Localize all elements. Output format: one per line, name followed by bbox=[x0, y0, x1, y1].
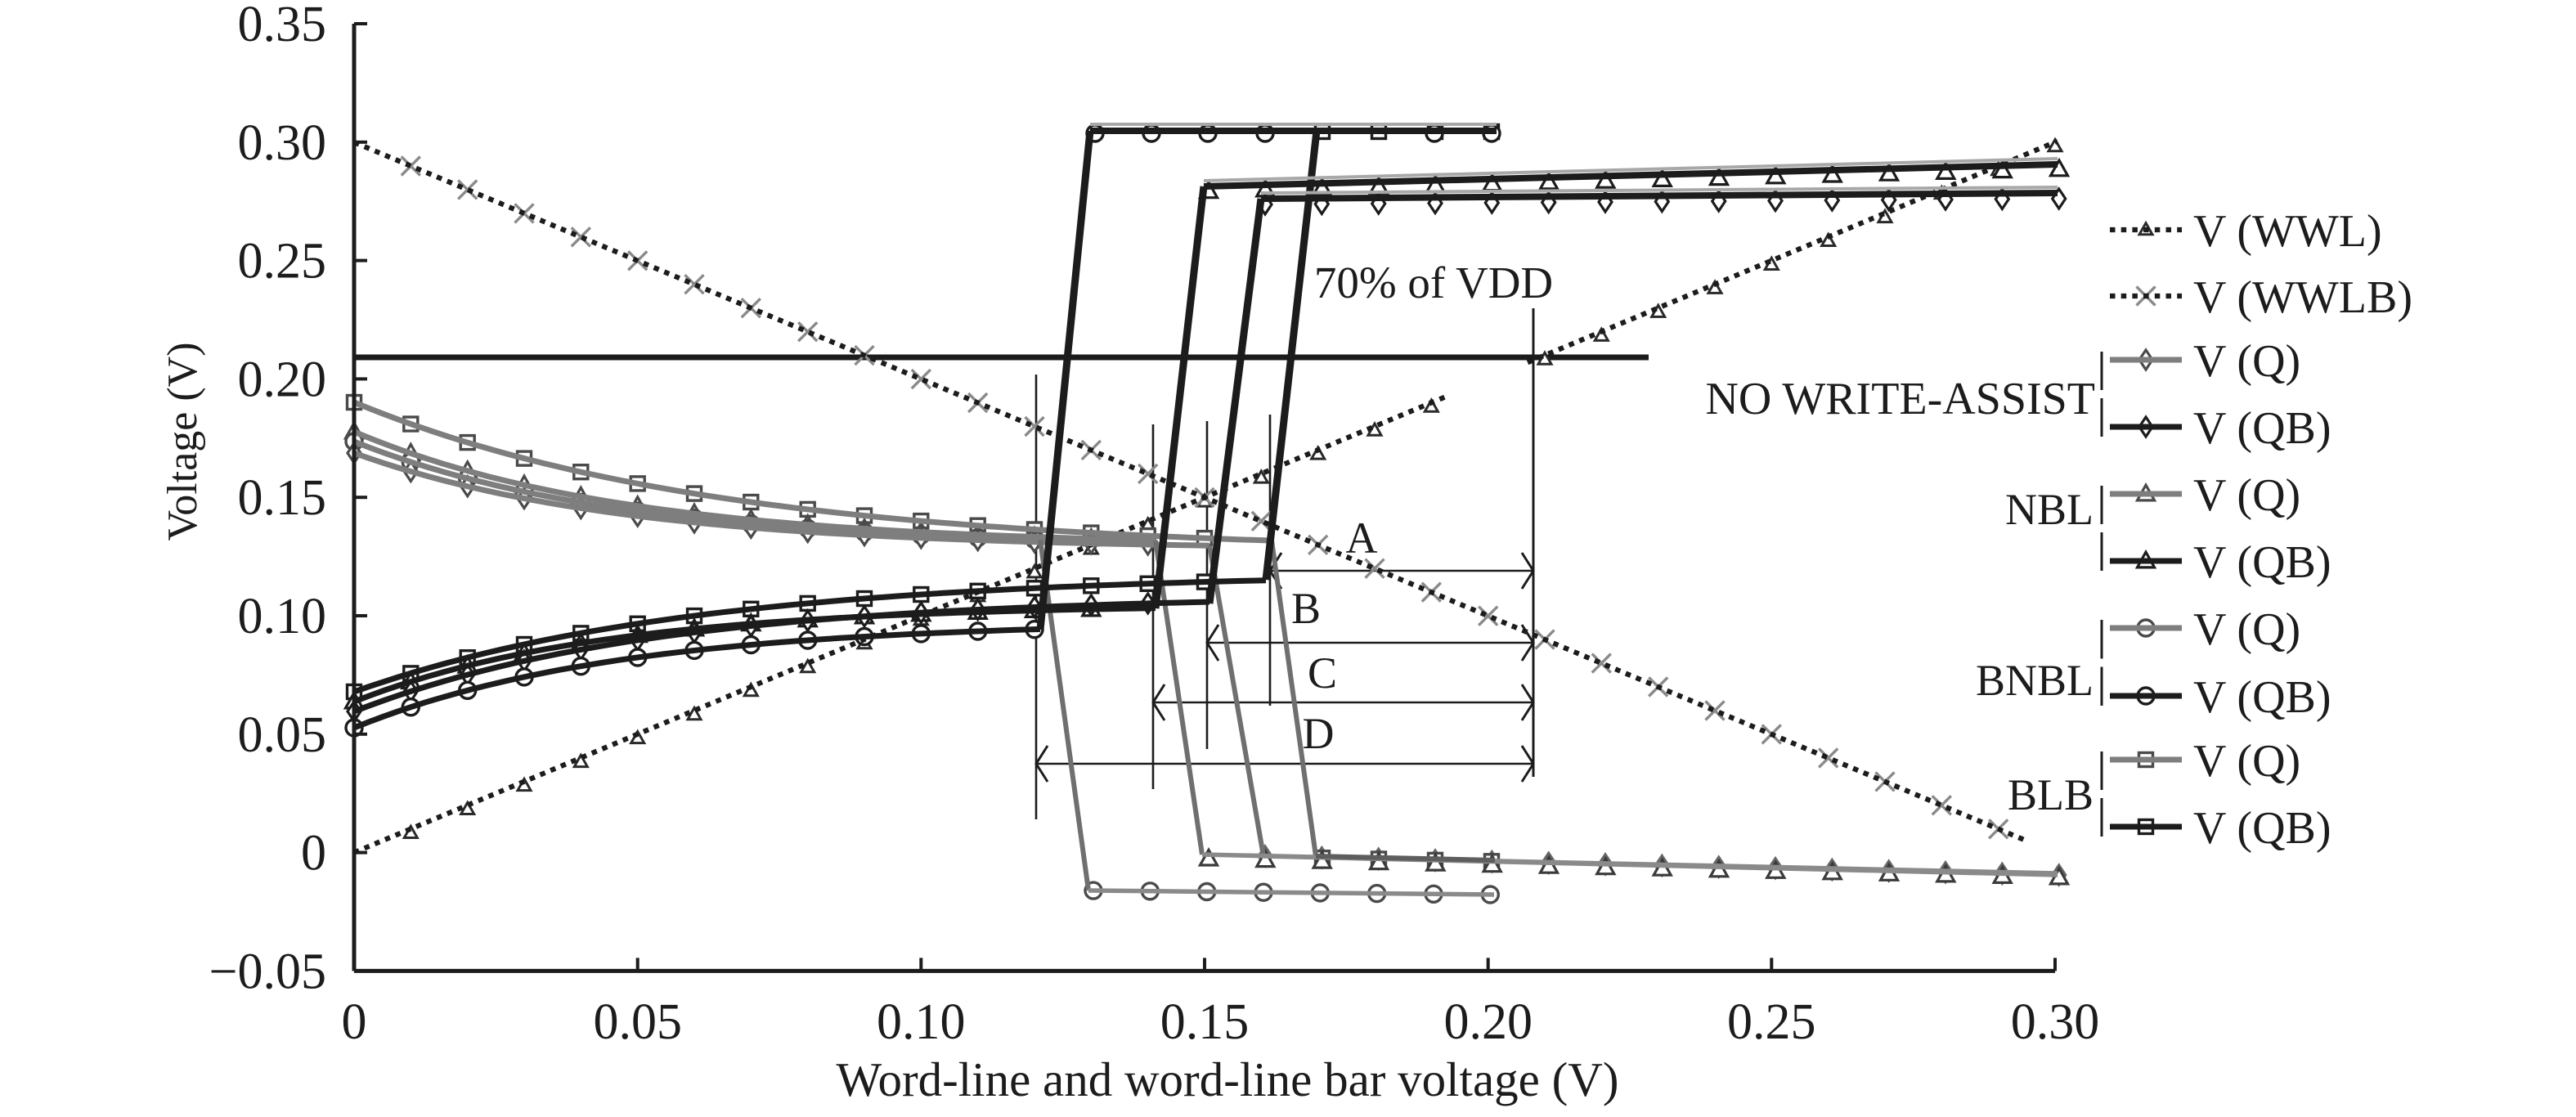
svg-text:0.30: 0.30 bbox=[238, 115, 327, 171]
svg-text:0.20: 0.20 bbox=[1443, 994, 1533, 1050]
svg-text:0.35: 0.35 bbox=[238, 0, 327, 52]
svg-text:V (Q): V (Q) bbox=[2193, 736, 2300, 787]
svg-text:V (WWLB): V (WWLB) bbox=[2193, 272, 2412, 323]
svg-text:0.25: 0.25 bbox=[238, 234, 327, 289]
svg-text:NBL: NBL bbox=[2005, 485, 2094, 534]
svg-text:0.05: 0.05 bbox=[238, 707, 327, 763]
svg-text:B: B bbox=[1291, 584, 1321, 633]
svg-text:0.20: 0.20 bbox=[238, 352, 327, 407]
svg-text:0.25: 0.25 bbox=[1727, 994, 1816, 1050]
svg-text:Word-line and word-line bar vo: Word-line and word-line bar voltage (V) bbox=[837, 1052, 1619, 1106]
svg-text:−0.05: −0.05 bbox=[209, 944, 326, 999]
svg-text:V (WWL): V (WWL) bbox=[2193, 206, 2382, 257]
svg-text:V (Q): V (Q) bbox=[2193, 470, 2300, 521]
svg-text:A: A bbox=[1346, 514, 1378, 563]
svg-text:0.10: 0.10 bbox=[238, 589, 327, 644]
svg-text:Voltage (V): Voltage (V) bbox=[159, 342, 206, 541]
svg-text:BLB: BLB bbox=[2008, 770, 2094, 819]
svg-text:0.05: 0.05 bbox=[593, 994, 682, 1050]
svg-text:0.15: 0.15 bbox=[238, 470, 327, 526]
svg-text:V (Q): V (Q) bbox=[2193, 336, 2300, 387]
svg-text:D: D bbox=[1303, 709, 1335, 758]
svg-text:NO WRITE-ASSIST: NO WRITE-ASSIST bbox=[1705, 374, 2095, 424]
svg-text:V (QB): V (QB) bbox=[2193, 537, 2331, 588]
svg-text:BNBL: BNBL bbox=[1976, 656, 2094, 705]
svg-text:0.30: 0.30 bbox=[2011, 994, 2100, 1050]
svg-text:0.15: 0.15 bbox=[1160, 994, 1250, 1050]
svg-text:V (QB): V (QB) bbox=[2193, 672, 2331, 723]
svg-text:0.10: 0.10 bbox=[877, 994, 966, 1050]
svg-text:C: C bbox=[1308, 648, 1337, 698]
svg-text:0: 0 bbox=[301, 826, 326, 881]
svg-text:70% of VDD: 70% of VDD bbox=[1314, 258, 1553, 307]
svg-text:V (QB): V (QB) bbox=[2193, 803, 2331, 854]
svg-text:V (Q): V (Q) bbox=[2193, 604, 2300, 655]
svg-text:V (QB): V (QB) bbox=[2193, 403, 2331, 454]
svg-text:0: 0 bbox=[342, 994, 367, 1050]
